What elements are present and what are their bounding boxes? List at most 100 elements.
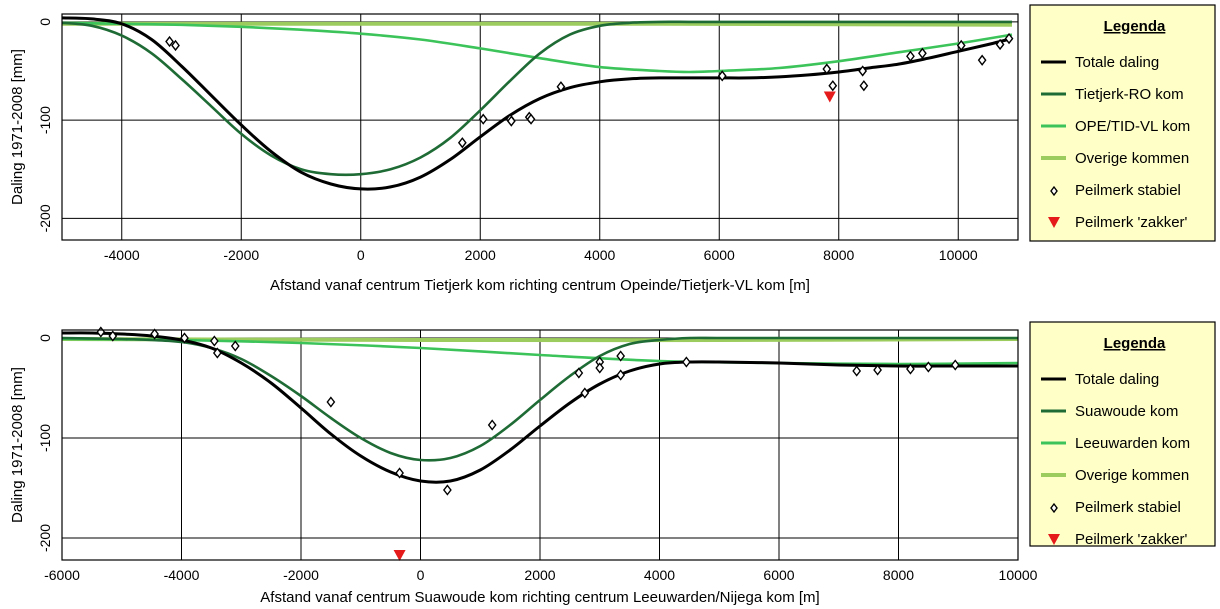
legend-label: Overige kommen	[1075, 467, 1189, 484]
point-peilmerk-stabiel	[108, 330, 118, 342]
x-tick-label: 8000	[883, 567, 914, 583]
point-peilmerk-stabiel	[595, 362, 605, 374]
point-peilmerk-stabiel	[682, 356, 691, 368]
y-tick-label: -200	[37, 204, 53, 232]
legend-label: Leeuwarden kom	[1075, 435, 1190, 452]
point-peilmerk-stabiel	[956, 39, 966, 52]
legend-label: Peilmerk 'zakker'	[1075, 214, 1188, 231]
plot-frame	[61, 13, 1019, 241]
point-peilmerk-stabiel	[209, 335, 219, 347]
plot-area	[62, 14, 1018, 240]
point-peilmerk-stabiel	[457, 137, 467, 149]
point-peilmerk-stabiel	[574, 367, 584, 379]
point-peilmerk-stabiel	[556, 81, 566, 93]
point-peilmerk-stabiel	[717, 70, 727, 82]
point-peilmerk-stabiel	[918, 47, 927, 59]
chart-1: -4000 -2000 0 2000 4000 6000 8000 10000 0 -100 -20…	[9, 4, 1216, 294]
point-peilmerk-stabiel	[395, 467, 404, 479]
y-axis-label: Daling 1971-2008 [mm]	[9, 49, 26, 205]
point-peilmerk-stabiel	[180, 332, 189, 344]
x-tick-label: -2000	[283, 567, 319, 583]
point-peilmerk-stabiel	[852, 365, 862, 377]
legend-title: Legenda	[1104, 335, 1166, 352]
point-peilmerk-stabiel	[165, 35, 174, 48]
legend-label: Overige kommen	[1075, 150, 1189, 167]
x-tick-label: 0	[417, 567, 425, 583]
x-tick-label: 10000	[999, 567, 1038, 583]
series-line-4	[62, 21, 1013, 27]
x-tick-label: 0	[357, 247, 365, 263]
series-line-2	[61, 20, 1012, 177]
x-tick-label: 2000	[465, 247, 496, 263]
point-peilmerk-stabiel	[977, 54, 987, 66]
y-axis-label: Daling 1971-2008 [mm]	[9, 367, 26, 523]
legend-label: Totale daling	[1075, 371, 1159, 388]
y-tick-label: 0	[37, 334, 53, 342]
legend-label: Peilmerk stabiel	[1075, 499, 1181, 516]
x-tick-label: 2000	[524, 567, 555, 583]
point-peilmerk-stabiel	[212, 347, 222, 359]
point-peilmerk-stabiel	[443, 484, 452, 496]
series-line-1	[61, 331, 1018, 484]
point-peilmerk-stabiel	[526, 113, 536, 125]
x-tick-label: 4000	[584, 247, 615, 263]
legend-swatch-triangle	[1048, 217, 1060, 228]
legend-label: Totale daling	[1075, 54, 1159, 71]
x-tick-label: 8000	[823, 247, 854, 263]
x-axis-label: Afstand vanaf centrum Tietjerk kom richt…	[270, 277, 810, 294]
y-tick-label: -200	[37, 524, 53, 552]
legend-label: Suawoude kom	[1075, 403, 1178, 420]
point-peilmerk-stabiel	[230, 340, 240, 352]
legend-swatch-triangle	[1048, 534, 1060, 545]
point-peilmerk-stabiel	[859, 80, 869, 92]
point-peilmerk-zakker	[393, 550, 406, 561]
point-peilmerk-stabiel	[1004, 32, 1014, 45]
y-tick-label: -100	[37, 106, 53, 134]
y-tick-label: -100	[37, 424, 53, 452]
plot-frame	[61, 329, 1019, 561]
legend-label: OPE/TID-VL kom	[1075, 118, 1190, 135]
x-tick-label: 4000	[644, 567, 675, 583]
point-peilmerk-stabiel	[923, 361, 933, 373]
legend-label: Peilmerk stabiel	[1075, 182, 1181, 199]
x-tick-label: -4000	[104, 247, 140, 263]
point-peilmerk-zakker	[823, 91, 836, 103]
chart-2: -6000 -4000 -2000 0 2000 4000 6000 8000 10000 0 -1…	[9, 321, 1216, 606]
legend-swatch-diamond	[1050, 502, 1058, 514]
point-peilmerk-stabiel	[950, 359, 960, 371]
point-peilmerk-stabiel	[506, 115, 516, 127]
y-tick-label: 0	[37, 18, 53, 26]
point-peilmerk-stabiel	[828, 80, 838, 92]
legend-label: Peilmerk 'zakker'	[1075, 531, 1188, 548]
x-tick-label: 6000	[704, 247, 735, 263]
x-tick-label: 10000	[939, 247, 978, 263]
point-peilmerk-stabiel	[858, 65, 868, 77]
point-peilmerk-stabiel	[580, 387, 590, 399]
point-peilmerk-stabiel	[822, 63, 832, 75]
series-line-3	[61, 21, 1013, 74]
point-peilmerk-stabiel	[616, 350, 626, 362]
point-peilmerk-stabiel	[326, 396, 336, 408]
point-peilmerk-stabiel	[171, 39, 180, 52]
point-peilmerk-stabiel	[487, 419, 497, 431]
legend-swatch-diamond	[1050, 185, 1058, 197]
x-tick-label: -2000	[223, 247, 259, 263]
x-tick-label: -4000	[164, 567, 200, 583]
point-peilmerk-stabiel	[906, 363, 915, 375]
point-peilmerk-stabiel	[150, 328, 159, 340]
legend-label: Tietjerk-RO kom	[1075, 86, 1184, 103]
x-tick-label: 6000	[763, 567, 794, 583]
point-peilmerk-stabiel	[616, 369, 626, 381]
x-axis-label: Afstand vanaf centrum Suawoude kom richt…	[260, 589, 819, 606]
point-peilmerk-stabiel	[873, 364, 882, 376]
point-peilmerk-stabiel	[995, 38, 1005, 51]
legend: Legenda Totale daling Suawoude kom Leeuward…	[1029, 321, 1216, 548]
legend: Legenda Totale daling Tietjerk-RO kom OPE/T…	[1029, 4, 1216, 242]
point-peilmerk-stabiel	[906, 50, 915, 62]
legend-box	[1029, 4, 1216, 242]
point-peilmerk-stabiel	[478, 113, 488, 125]
x-tick-label: -6000	[44, 567, 80, 583]
legend-title: Legenda	[1104, 18, 1166, 35]
legend-box	[1029, 321, 1216, 547]
